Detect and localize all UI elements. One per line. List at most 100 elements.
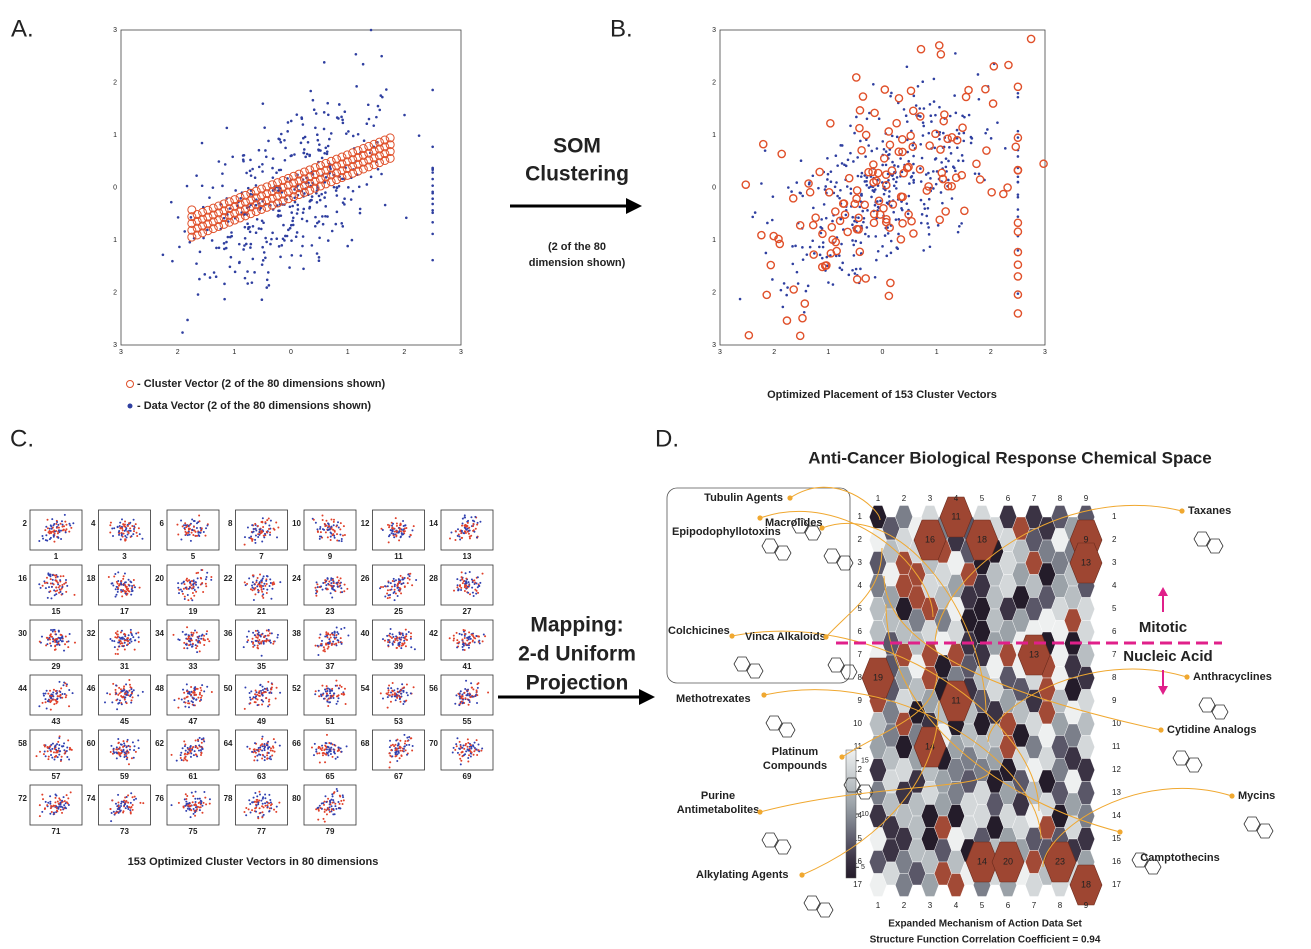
mini-point: [263, 588, 265, 590]
mini-point: [335, 636, 337, 638]
mini-point: [388, 752, 390, 754]
dimension-label: 38: [292, 629, 301, 638]
data-vector: [300, 254, 303, 257]
data-vector: [431, 221, 434, 224]
mini-point: [393, 578, 395, 580]
mini-point: [461, 638, 463, 640]
cluster-vector: [899, 220, 906, 227]
mini-point: [52, 574, 54, 576]
mini-point: [395, 517, 397, 519]
mini-point: [465, 572, 467, 574]
mini-point: [125, 683, 127, 685]
mini-point: [189, 534, 191, 536]
colorbar-tick-label: 5: [861, 864, 865, 871]
mini-point: [66, 746, 68, 748]
dimension-label: 40: [361, 629, 370, 638]
data-vector: [1017, 96, 1020, 99]
data-vector: [845, 214, 848, 217]
mini-point: [477, 743, 479, 745]
mini-point: [188, 644, 190, 646]
mini-point: [254, 801, 256, 803]
mini-point: [390, 691, 392, 693]
cluster-vector: [944, 135, 951, 142]
mini-point: [196, 632, 198, 634]
data-vector: [258, 227, 261, 230]
mini-point: [49, 590, 51, 592]
mini-point: [274, 751, 276, 753]
data-vector: [358, 186, 361, 189]
mini-plot-frame: [236, 510, 288, 550]
mini-point: [122, 811, 124, 813]
mini-point: [132, 636, 134, 638]
mini-point: [45, 701, 47, 703]
mini-plot-frame: [30, 510, 82, 550]
mini-point: [259, 748, 261, 750]
mini-point: [122, 740, 124, 742]
structure-sketch: [1173, 751, 1189, 765]
mini-point: [196, 522, 198, 524]
mini-point: [461, 747, 463, 749]
dimension-label: 5: [191, 552, 196, 561]
mini-point: [110, 745, 112, 747]
data-vector: [974, 172, 977, 175]
dimension-label: 17: [120, 607, 129, 616]
data-vector: [927, 132, 930, 135]
mini-point: [200, 638, 202, 640]
annotation: Vinca Alkaloids: [745, 631, 826, 643]
mini-point: [464, 649, 466, 651]
mini-point: [253, 749, 255, 751]
data-vector: [190, 216, 193, 219]
mini-point: [402, 520, 404, 522]
mini-point: [56, 521, 58, 523]
data-vector: [912, 179, 915, 182]
data-vector: [323, 61, 326, 64]
mini-point: [187, 803, 189, 805]
data-vector: [318, 256, 321, 259]
mini-point: [117, 738, 119, 740]
mini-point: [56, 641, 58, 643]
mini-point: [413, 686, 415, 688]
mini-point: [394, 749, 396, 751]
mini-point: [259, 634, 261, 636]
data-vector: [905, 114, 908, 117]
data-vector: [314, 126, 317, 129]
data-vector: [866, 209, 869, 212]
mini-point: [138, 527, 140, 529]
mini-point: [127, 739, 129, 741]
data-vector: [754, 211, 757, 214]
mini-point: [395, 579, 397, 581]
mini-point: [330, 753, 332, 755]
mini-point: [195, 806, 197, 808]
data-vector: [342, 122, 345, 125]
mini-point: [134, 796, 136, 798]
mini-point: [341, 751, 343, 753]
mini-point: [264, 743, 266, 745]
mini-point: [63, 529, 65, 531]
cluster-vector: [1040, 160, 1047, 167]
mini-point: [326, 748, 328, 750]
row-label: 3: [1112, 558, 1117, 567]
mini-point: [130, 640, 132, 642]
mini-point: [271, 683, 273, 685]
mini-point: [463, 748, 465, 750]
mini-point: [106, 692, 108, 694]
mini-point: [124, 634, 126, 636]
dimension-label: 21: [257, 607, 266, 616]
mini-point: [331, 585, 333, 587]
mini-point: [388, 594, 390, 596]
mini-point: [49, 801, 51, 803]
data-vector: [799, 191, 802, 194]
mini-point: [199, 737, 201, 739]
mini-point: [400, 754, 402, 756]
data-vector: [171, 260, 174, 263]
data-vector: [271, 231, 274, 234]
mini-point: [197, 577, 199, 579]
dimension-label: 79: [326, 827, 335, 836]
cluster-vector: [799, 315, 806, 322]
data-vector: [212, 186, 215, 189]
mini-point: [117, 526, 119, 528]
mini-point: [203, 802, 205, 804]
mini-point: [273, 528, 275, 530]
mini-point: [65, 581, 67, 583]
mini-point: [200, 806, 202, 808]
